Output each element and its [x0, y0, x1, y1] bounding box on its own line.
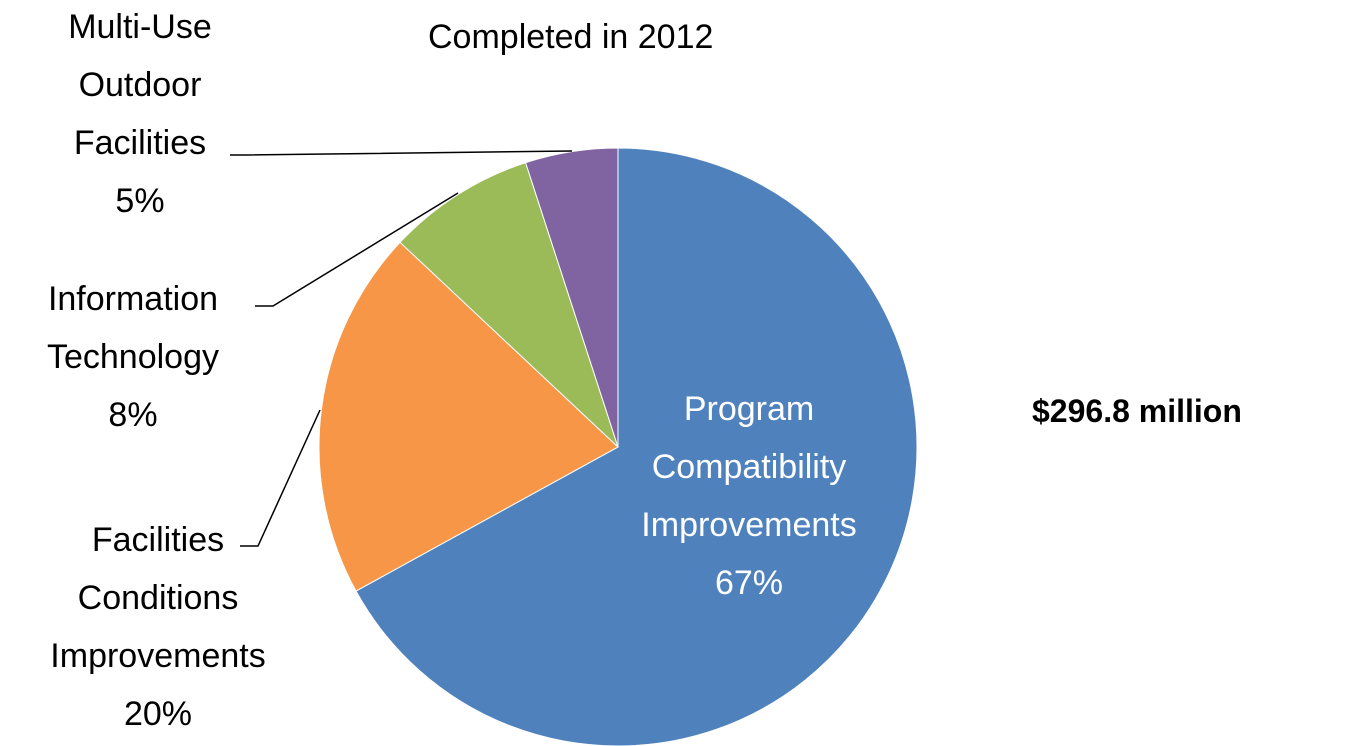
- slice-label-facilities-conditions-improvements: Facilities Conditions Improvements 20%: [50, 521, 265, 733]
- chart-subtitle: Completed in 2012: [428, 18, 714, 56]
- pie-slice-information-technology: [399, 162, 619, 448]
- pie-slice-program-compatibility-improvements: [355, 147, 918, 746]
- slice-label-program-compatibility-improvements: Program Compatibility Improvements 67%: [641, 390, 856, 602]
- leader-line-facilities-conditions-improvements: [240, 409, 321, 547]
- pie-slice-facilities-conditions-improvements: [318, 241, 619, 592]
- leader-line-information-technology: [255, 192, 459, 307]
- slice-label-information-technology: Information Technology 8%: [47, 280, 219, 434]
- total-amount: $296.8 million: [1032, 393, 1242, 429]
- slice-label-multi-use-outdoor-facilities: Multi-Use Outdoor Facilities 5%: [68, 8, 212, 220]
- leader-line-multi-use-outdoor-facilities: [230, 150, 573, 156]
